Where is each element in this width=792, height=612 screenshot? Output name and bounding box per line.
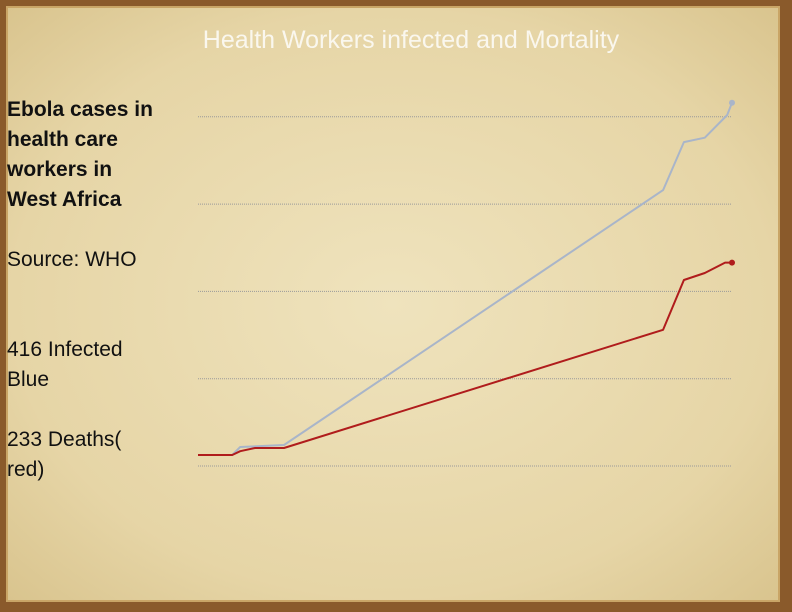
end-marker [729, 259, 735, 266]
end-marker [729, 99, 735, 106]
paper [6, 6, 780, 602]
note: Ebola cases in health care workers in We… [7, 98, 153, 211]
series-line [198, 102, 733, 456]
note: 416 Infected Blue [7, 338, 123, 391]
slide-title: Health Workers infected and Mortality [202, 26, 620, 54]
series-line [198, 261, 732, 456]
note: Source: WHO [7, 248, 137, 271]
note: 233 Deaths( red) [7, 428, 122, 481]
